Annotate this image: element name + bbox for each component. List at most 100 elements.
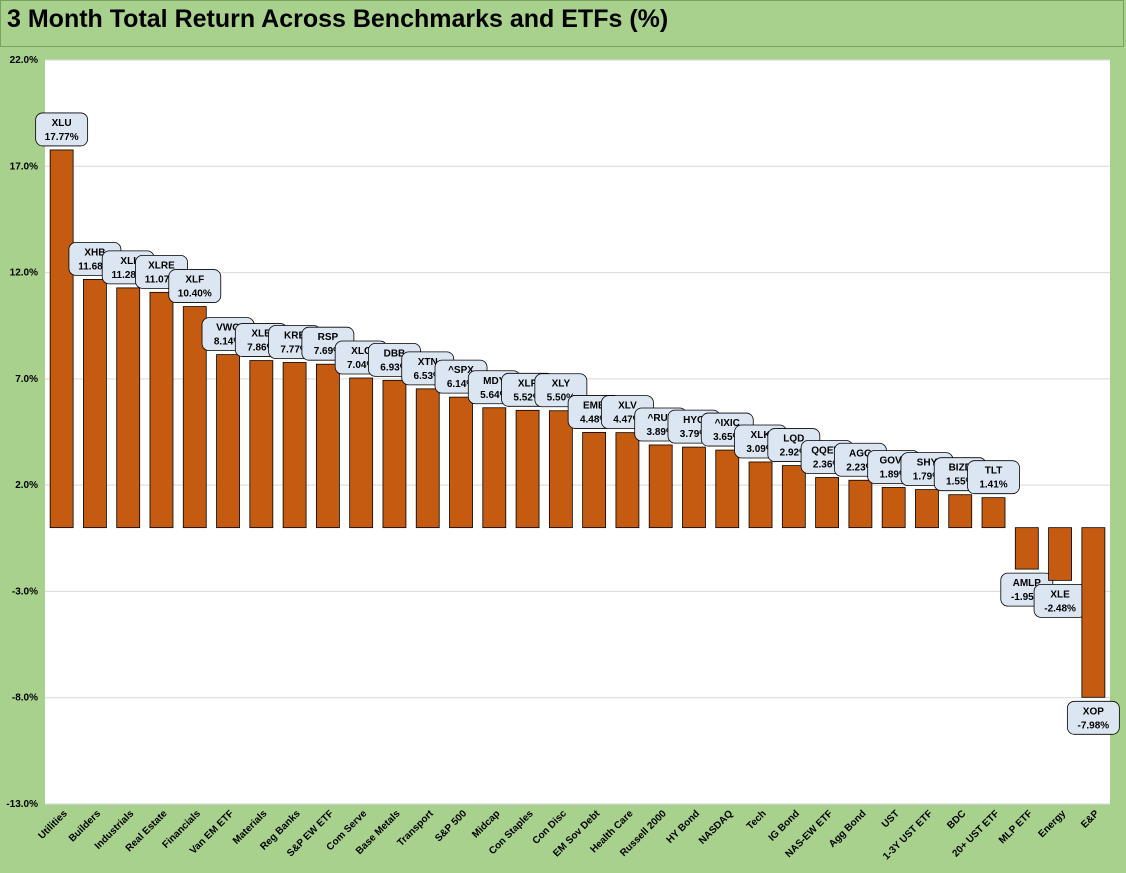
y-tick-label: -13.0%	[6, 799, 38, 810]
bar	[682, 446, 706, 529]
bar	[282, 362, 307, 529]
value-label: -7.98%	[1078, 720, 1110, 731]
bar	[715, 449, 740, 529]
ticker-label: AMLP	[1013, 578, 1042, 589]
ticker-label: XLY	[552, 379, 571, 390]
y-tick-label: 22.0%	[10, 55, 38, 66]
ticker-label: TLT	[985, 466, 1003, 477]
bar	[116, 287, 141, 529]
bar	[415, 388, 440, 529]
bar	[149, 291, 174, 529]
value-label: 3.79%	[680, 429, 708, 440]
data-label-box	[1066, 700, 1120, 735]
value-label: 2.36%	[813, 459, 841, 470]
value-label: 5.50%	[547, 393, 575, 404]
category-label: Energy	[1036, 808, 1068, 840]
ticker-label: DBB	[384, 348, 406, 359]
bar	[249, 360, 274, 529]
ticker-label: XLI	[120, 256, 136, 267]
value-label: 7.69%	[314, 346, 342, 357]
ticker-label: EMB	[583, 400, 605, 411]
bar	[349, 377, 374, 529]
category-label: NASDAQ	[697, 808, 736, 847]
y-tick-label: 17.0%	[10, 161, 38, 172]
value-label: -2.48%	[1044, 603, 1076, 614]
ticker-label: BIZD	[949, 463, 972, 474]
ticker-label: GOVT	[880, 455, 908, 466]
bar	[315, 363, 340, 529]
ticker-label: ^SPX	[448, 365, 474, 376]
ticker-label: RSP	[318, 332, 339, 343]
ticker-label: KRE	[284, 330, 305, 341]
bar	[915, 489, 939, 529]
value-label: 6.14%	[447, 379, 475, 390]
category-label: S&P 500	[433, 808, 469, 844]
value-label: 7.04%	[347, 360, 375, 371]
title-bar: 3 Month Total Return Across Benchmarks a…	[0, 0, 1124, 47]
bar	[1081, 527, 1106, 698]
chart-title: 3 Month Total Return Across Benchmarks a…	[7, 5, 669, 33]
bar	[515, 409, 540, 529]
ticker-label: VWO	[216, 323, 240, 334]
bar	[648, 444, 673, 529]
value-label: 3.09%	[746, 444, 774, 455]
value-label: 11.68%	[78, 261, 111, 272]
bar	[482, 407, 507, 529]
bar	[781, 465, 806, 529]
ticker-label: XLU	[52, 118, 72, 129]
value-label: 10.40%	[178, 289, 212, 300]
value-label: 1.89%	[879, 469, 907, 480]
ticker-label: XLF	[185, 275, 204, 286]
value-label: 1.55%	[946, 477, 974, 488]
value-label: 3.65%	[713, 432, 741, 443]
value-label: 2.92%	[780, 448, 808, 459]
bar-chart: 22.0%17.0%12.0%7.0%2.0%-3.0%-8.0%-13.0%U…	[6, 55, 1120, 862]
bar	[815, 477, 840, 529]
bar	[1048, 527, 1072, 581]
ticker-label: XHB	[84, 247, 105, 258]
value-label: 3.89%	[647, 427, 675, 438]
bar	[582, 432, 607, 529]
category-label: Tech	[745, 808, 769, 832]
value-label: 5.64%	[480, 390, 508, 401]
ticker-label: LQD	[783, 434, 804, 445]
value-label: 1.41%	[979, 480, 1007, 491]
value-label: 8.14%	[214, 337, 242, 348]
ticker-label: XTN	[418, 357, 438, 368]
ticker-label: ^RUT	[648, 413, 674, 424]
bar	[83, 278, 107, 529]
bar	[548, 410, 573, 529]
value-label: 6.93%	[380, 362, 408, 373]
ticker-label: XLC	[351, 346, 371, 357]
bar	[49, 149, 74, 529]
bar	[449, 396, 473, 529]
category-label: Transport	[395, 808, 436, 849]
value-label: -1.95%	[1011, 592, 1043, 603]
bar	[948, 494, 973, 529]
ticker-label: MDY	[483, 376, 506, 387]
ticker-label: QQEW	[811, 445, 843, 456]
category-label: UST	[880, 808, 902, 830]
bar	[1014, 527, 1039, 570]
value-label: 4.47%	[613, 415, 641, 426]
value-label: 7.77%	[280, 344, 308, 355]
data-label-box	[967, 460, 1020, 495]
ticker-label: XOP	[1083, 706, 1104, 717]
ticker-label: XLB	[251, 329, 271, 340]
ticker-label: XLK	[751, 430, 772, 441]
value-label: 11.07%	[145, 274, 178, 285]
ticker-label: XLV	[618, 401, 637, 412]
value-label: 1.79%	[913, 472, 941, 483]
value-label: 2.23%	[846, 462, 874, 473]
ticker-label: ^IXIC	[715, 418, 740, 429]
y-tick-label: -3.0%	[12, 586, 38, 597]
data-label-box	[35, 112, 89, 147]
bar	[981, 497, 1006, 529]
value-label: 4.48%	[580, 414, 608, 425]
ticker-label: XLP	[518, 378, 538, 389]
value-label: 11.28%	[112, 270, 145, 281]
bar	[881, 487, 906, 529]
y-tick-label: 12.0%	[10, 268, 38, 279]
bar	[382, 379, 407, 529]
